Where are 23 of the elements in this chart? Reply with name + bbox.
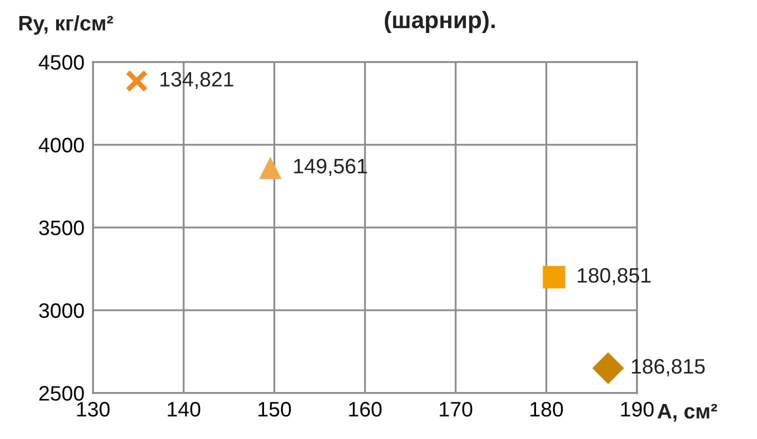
point: [542, 266, 566, 288]
x-tick-label: 170: [440, 402, 472, 417]
y-tick-label: 3000: [39, 303, 84, 318]
x-axis-title: A, см²: [658, 404, 718, 422]
x-tick-label: 140: [168, 402, 200, 417]
point: [259, 156, 282, 180]
annotation: 186,815: [632, 359, 705, 376]
annotation: 149,561: [294, 158, 367, 176]
annotation: 180,851: [578, 268, 651, 286]
y-tick-label: 4500: [38, 55, 84, 70]
x-tick-label: 160: [349, 402, 382, 417]
point: [125, 70, 148, 92]
point: [592, 352, 624, 384]
x-tick-label: 150: [258, 402, 291, 417]
y-axis-title: Ry, кг/см²: [19, 15, 114, 35]
chart-title: (шарнир).: [384, 10, 495, 34]
y-tick-label: 2500: [39, 386, 84, 401]
x-tick-label: 180: [530, 402, 563, 417]
y-tick-label: 4000: [38, 138, 84, 153]
y-tick-label: 3500: [39, 220, 84, 236]
annotation: 134,821: [160, 72, 234, 90]
x-tick-label: 130: [77, 402, 110, 417]
x-tick-label: 190: [621, 402, 654, 417]
